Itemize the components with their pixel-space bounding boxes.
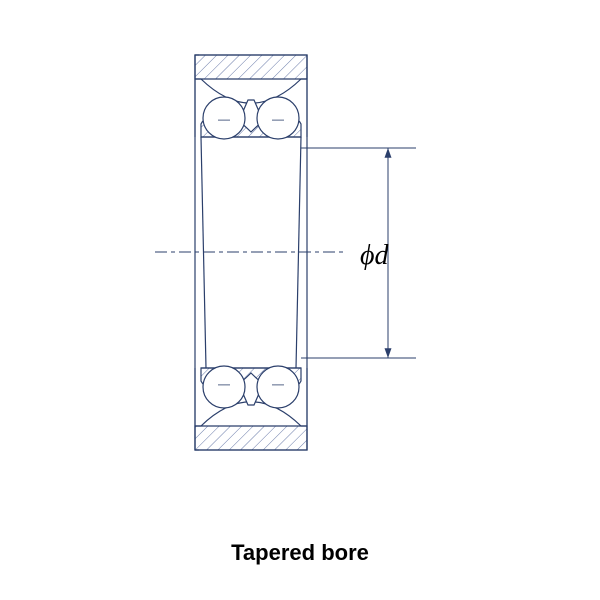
dimension-label: ϕd <box>360 240 389 272</box>
diagram-caption: Tapered bore <box>0 540 600 566</box>
bearing-diagram <box>0 0 600 600</box>
